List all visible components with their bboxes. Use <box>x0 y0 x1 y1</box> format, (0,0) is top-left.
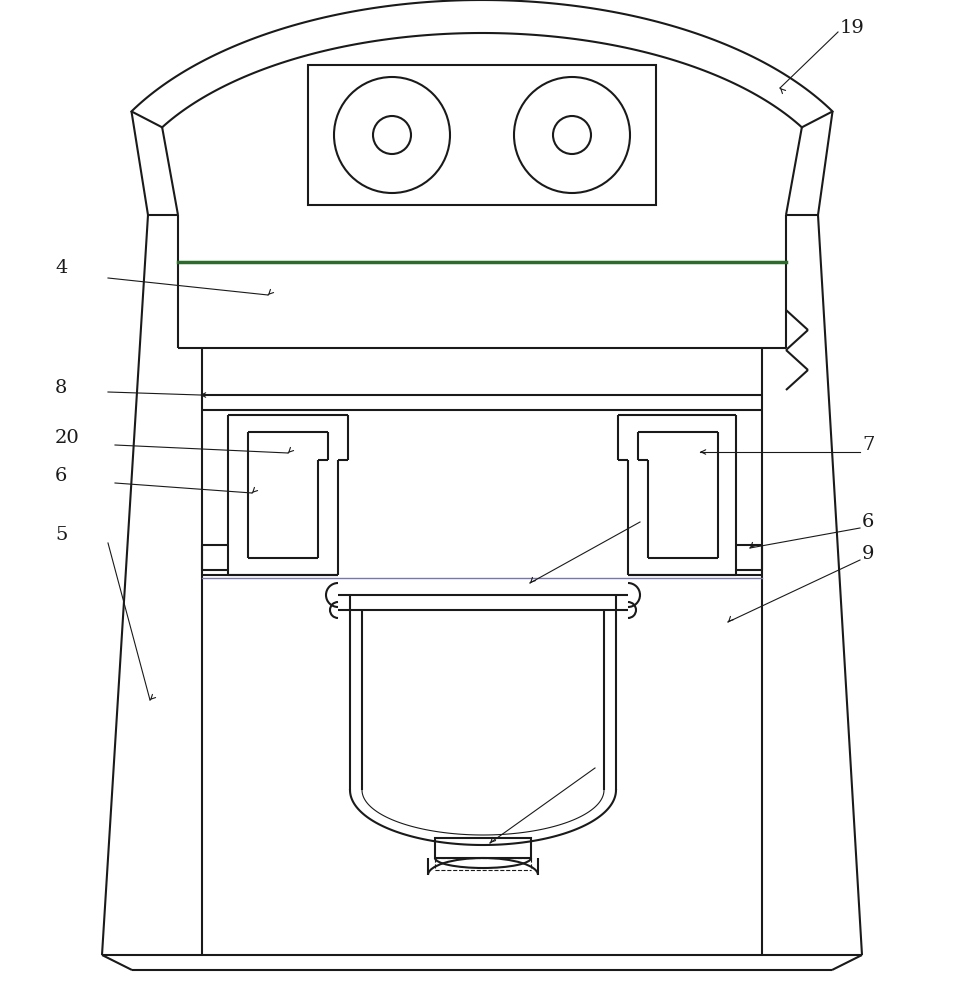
Bar <box>308 65 656 205</box>
Text: 9: 9 <box>862 545 874 563</box>
Text: 6: 6 <box>862 513 874 531</box>
Text: 20: 20 <box>55 429 80 447</box>
Text: 5: 5 <box>55 526 67 544</box>
Text: 4: 4 <box>55 259 67 277</box>
Text: 8: 8 <box>55 379 67 397</box>
Bar <box>435 838 531 858</box>
Text: 7: 7 <box>862 436 874 454</box>
Text: 6: 6 <box>55 467 67 485</box>
Text: 19: 19 <box>840 19 865 37</box>
